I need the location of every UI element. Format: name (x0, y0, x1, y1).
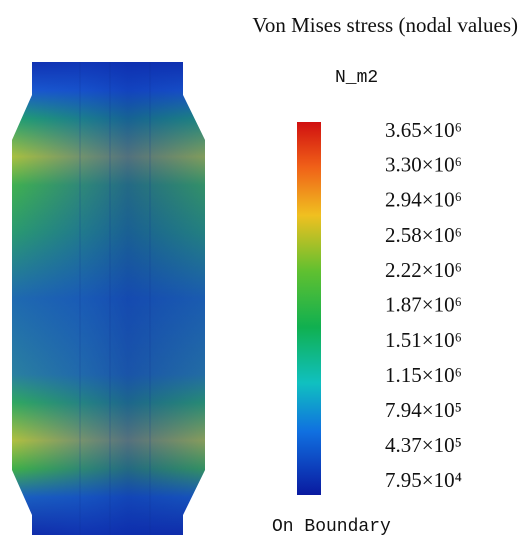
stress-plot (12, 62, 205, 535)
colorbar-ticks: 3.65×10⁶ 3.30×10⁶ 2.94×10⁶ 2.58×10⁶ 2.22×10⁶… (385, 118, 462, 492)
title: Von Mises stress (nodal values) (252, 13, 518, 37)
unit: N_m2 (335, 68, 378, 88)
colorbar-label: 2.94×10⁶ (385, 188, 462, 212)
colorbar-label: 4.37×10⁵ (385, 433, 462, 457)
colorbar-label: 7.94×10⁵ (385, 398, 462, 422)
colorbar-label: 3.30×10⁶ (385, 152, 462, 176)
colorbar-label: 1.15×10⁶ (385, 363, 462, 387)
colorbar (297, 122, 321, 495)
colorbar-label: 2.22×10⁶ (385, 258, 462, 282)
footer: On Boundary (272, 517, 391, 537)
colorbar-label: 1.51×10⁶ (385, 328, 462, 352)
colorbar-label: 3.65×10⁶ (385, 118, 462, 142)
colorbar-label: 2.58×10⁶ (385, 223, 462, 247)
colorbar-label: 1.87×10⁶ (385, 292, 462, 316)
colorbar-label: 7.95×10⁴ (385, 468, 462, 492)
